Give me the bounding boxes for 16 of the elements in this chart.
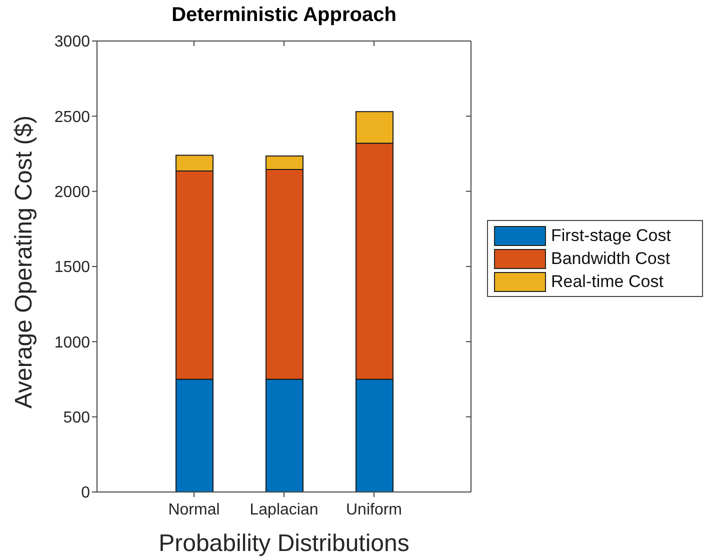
y-tick-label: 1500 (54, 259, 90, 276)
x-axis-title: Probability Distributions (158, 530, 410, 558)
y-tick-label: 0 (81, 484, 90, 502)
chart-title: Deterministic Approach (170, 4, 398, 27)
y-tick-label: 1000 (54, 334, 90, 352)
y-tick-label: 2500 (54, 108, 90, 126)
x-tick-label: Laplacian (250, 501, 318, 518)
legend-label: Real-time Cost (551, 272, 664, 292)
y-tick-label: 3000 (54, 34, 90, 51)
y-tick-label: 2000 (54, 184, 90, 202)
x-tick-label: Uniform (346, 501, 402, 518)
legend-label: Bandwidth Cost (551, 248, 670, 268)
y-axis-title: Average Operating Cost ($) (11, 115, 39, 409)
legend-label: First-stage Cost (551, 226, 671, 246)
x-tick-label: Normal (168, 501, 220, 518)
y-tick-label: 500 (63, 410, 90, 427)
